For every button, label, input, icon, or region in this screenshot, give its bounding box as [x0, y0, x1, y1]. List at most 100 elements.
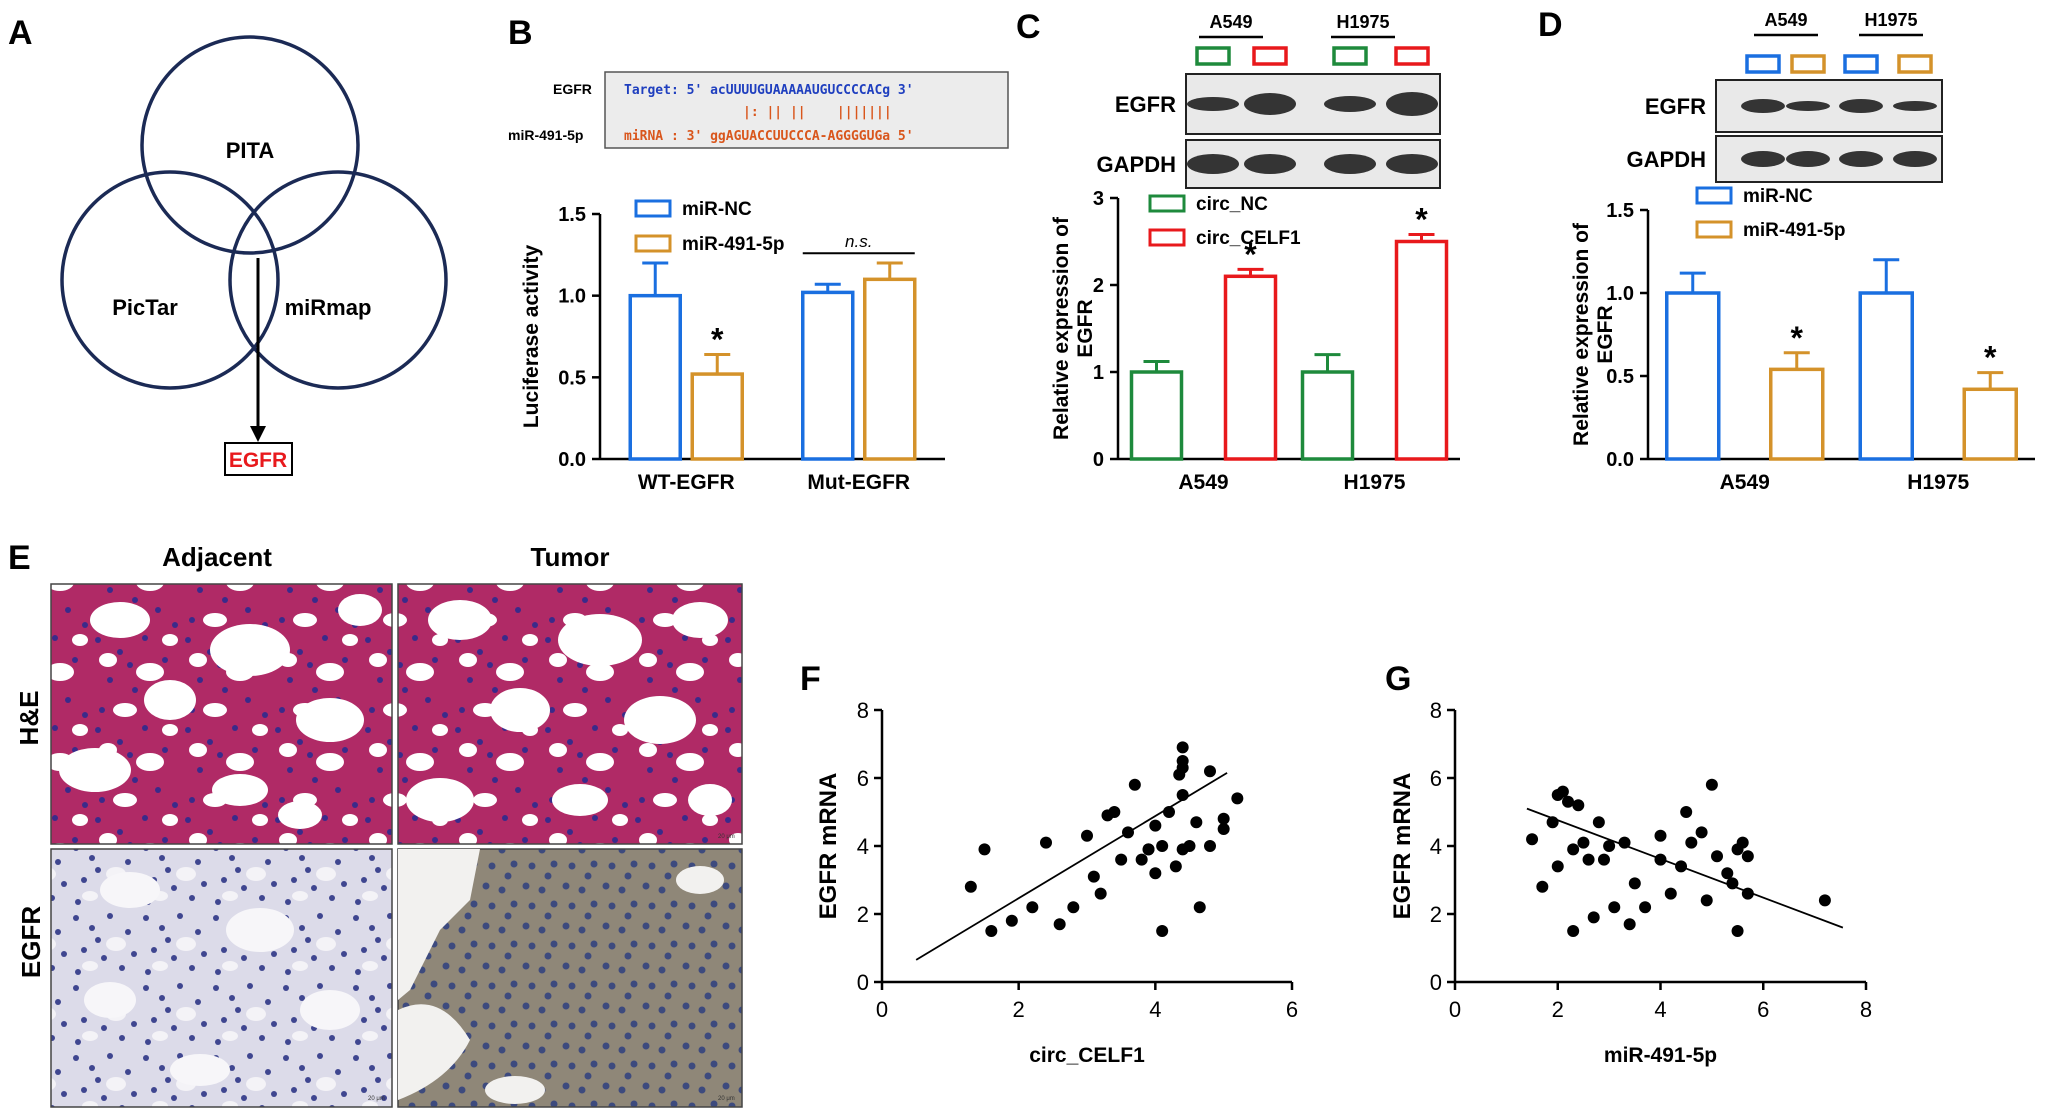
lane-marker — [1790, 54, 1826, 74]
pairing-marks: |: || || ||||||| — [743, 105, 892, 120]
data-point — [1572, 799, 1585, 812]
significance-star: * — [1984, 340, 1997, 376]
data-point — [1149, 819, 1162, 832]
chart-f-scatter: 0 2 4 6 8 0 2 4 6 circ_CELF1 EGFR mRNA — [815, 698, 1298, 1067]
data-point — [1818, 894, 1831, 907]
data-point — [1654, 829, 1667, 842]
x-tick-label: Mut-EGFR — [807, 471, 910, 494]
blot-band — [1187, 97, 1239, 111]
y-tick-label: 8 — [857, 698, 869, 723]
micrograph-he-adjacent — [50, 583, 393, 845]
data-point — [1231, 792, 1244, 805]
western-blot-d: A549 H1975 EGFR GAPDH — [1627, 10, 1943, 183]
data-point — [1067, 901, 1080, 914]
data-point — [1156, 840, 1169, 852]
data-point — [1731, 925, 1744, 937]
data-point — [1705, 778, 1718, 791]
data-point — [1628, 877, 1641, 890]
venn-result-box — [224, 442, 293, 476]
blot-band — [1741, 99, 1785, 113]
bar — [690, 372, 744, 461]
data-point — [1115, 853, 1128, 866]
y-axis-label: Relative expression ofEGFR — [1050, 216, 1097, 440]
data-point — [1142, 843, 1155, 856]
bar — [1394, 239, 1449, 461]
panel-letter-a: A — [8, 14, 33, 52]
x-tick-label: 0 — [1449, 997, 1461, 1022]
data-point — [1623, 918, 1636, 931]
data-point — [1156, 925, 1169, 937]
data-point — [1217, 823, 1230, 835]
chart-c-egfr-expression: 0 1 2 3 Relative expression ofEGFR A549 * H1975… — [1050, 188, 1460, 494]
legend-label: miR-491-5p — [682, 234, 784, 255]
x-tick-label: 6 — [1757, 997, 1769, 1022]
y-tick-label: 0.5 — [1606, 366, 1634, 388]
mirna-sequence: miRNA : 3' ggAGUACCUUCCCA-AGGGGUGa 5' — [624, 129, 914, 144]
x-tick-label: A549 — [1178, 471, 1228, 494]
data-point — [1536, 880, 1549, 893]
data-point — [1190, 816, 1203, 829]
x-tick-label: 4 — [1149, 997, 1161, 1022]
venn-circle-mirmap — [228, 170, 448, 390]
target-sequence: Target: 5' acUUUUGUAAAAAUGUCCCCACg 3' — [624, 83, 914, 98]
significance-star: * — [711, 321, 724, 357]
data-point — [1639, 901, 1652, 914]
y-tick-label: 2 — [1093, 275, 1104, 297]
panel-letter-e: E — [8, 539, 31, 577]
y-tick-label: 6 — [1430, 766, 1442, 791]
panel-f: F 0 2 4 6 8 0 2 4 6 circ_CELF1 EGFR mRNA — [800, 660, 1298, 1067]
significance-star: * — [1244, 236, 1257, 272]
significance-star: * — [1415, 202, 1428, 238]
lane-marker — [1745, 54, 1781, 74]
y-axis-label-line-1: Relative expression of — [1050, 216, 1073, 440]
data-point — [1108, 806, 1121, 818]
blot-band — [1244, 93, 1296, 115]
y-axis-label-line-2: EGFR — [1594, 305, 1617, 363]
venn-label-pita: PITA — [226, 138, 275, 163]
venn-circle-pictar — [60, 170, 280, 390]
x-tick-label: H1975 — [1907, 471, 1969, 494]
y-axis-label-line-2: EGFR — [1074, 299, 1097, 357]
sequence-target-gene: EGFR — [553, 81, 592, 97]
venn-label-mirmap: miRmap — [285, 295, 372, 320]
blot-band — [1893, 151, 1937, 167]
panel-e: E Adjacent Tumor H&E EGFR 20 μm 2 — [8, 539, 743, 1108]
data-point — [1169, 860, 1182, 873]
legend-swatch — [1695, 186, 1733, 205]
x-tick-label: 8 — [1860, 997, 1872, 1022]
data-point — [1526, 833, 1539, 846]
y-axis-label-line-1: Relative expression of — [1570, 222, 1593, 446]
legend-label: miR-491-5p — [1743, 220, 1845, 241]
data-point — [1711, 850, 1724, 863]
y-tick-label: 4 — [857, 834, 869, 859]
data-point — [1556, 785, 1569, 798]
blot-band — [1741, 151, 1785, 167]
data-point — [1204, 765, 1216, 778]
micrograph-ihc-adjacent: 20 μm — [50, 848, 393, 1108]
lane-marker — [1195, 46, 1231, 66]
data-point — [1603, 840, 1616, 852]
column-label-tumor: Tumor — [531, 542, 610, 572]
data-point — [1700, 894, 1713, 907]
regression-line — [915, 772, 1228, 961]
scalebar-ihc-tumor: 20 μm — [718, 1096, 735, 1102]
blot-band — [1893, 101, 1937, 111]
blot-band — [1244, 154, 1296, 174]
data-point — [1597, 853, 1610, 866]
panel-letter-b: B — [508, 14, 533, 52]
row-label-he: H&E — [14, 691, 44, 746]
x-tick-label: H1975 — [1344, 471, 1406, 494]
x-tick-label: 0 — [876, 997, 888, 1022]
scalebar-he-tumor: 20 μm — [718, 834, 735, 840]
data-point — [1135, 853, 1148, 866]
legend-swatch — [1148, 194, 1186, 213]
data-point — [1053, 918, 1066, 931]
bar — [1962, 387, 2018, 461]
data-point — [1005, 914, 1018, 927]
data-point — [1149, 867, 1162, 880]
y-tick-label: 0 — [1430, 970, 1442, 995]
panel-b: B EGFR miR-491-5p Target: 5' acUUUUGUAAA… — [508, 14, 1009, 494]
blot-band — [1386, 154, 1438, 174]
